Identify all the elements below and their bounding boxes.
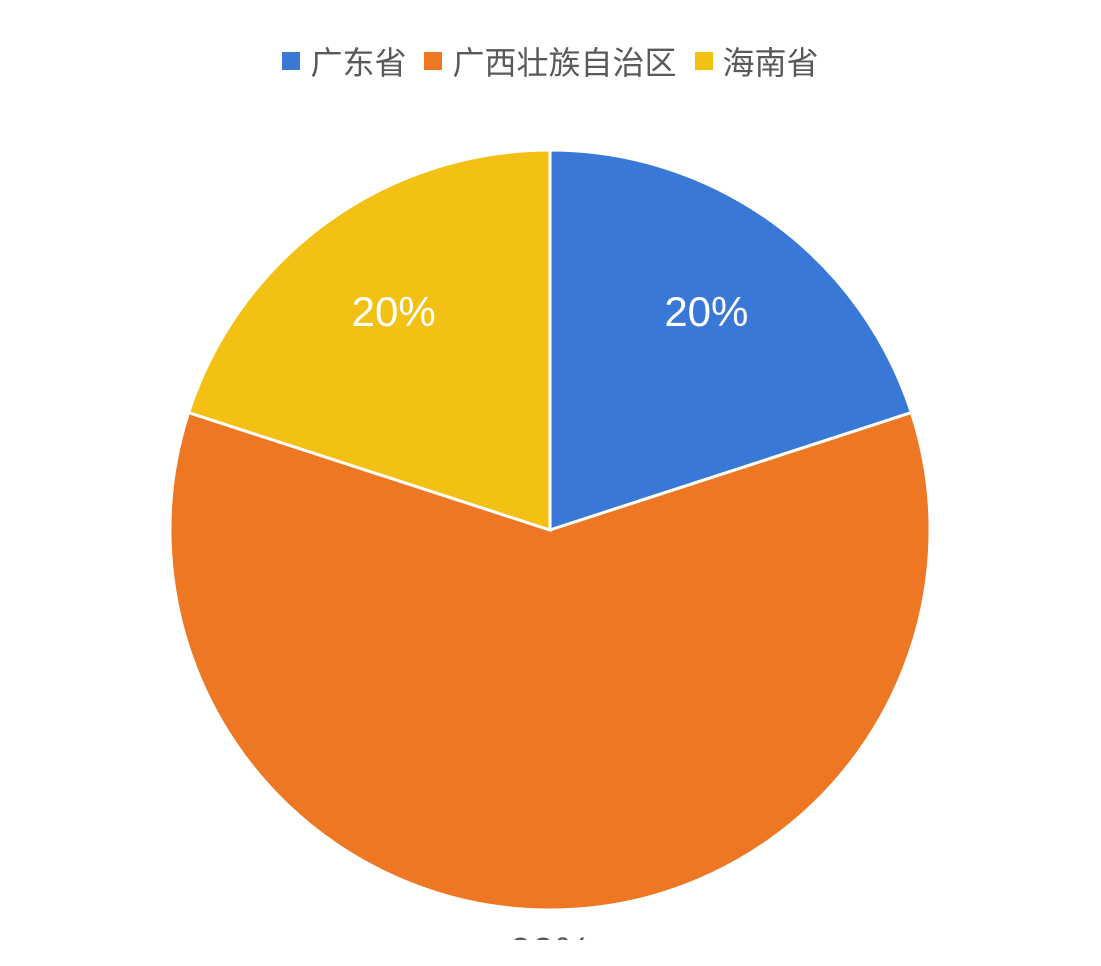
legend-label-0: 广东省 xyxy=(310,38,406,84)
pie-svg: 20% 60% 20% xyxy=(0,110,1101,940)
legend: 广东省广西壮族自治区 海南省 xyxy=(0,38,1101,84)
legend-swatch-2 xyxy=(695,52,713,70)
legend-label-1: 广西壮族自治区 xyxy=(452,38,676,84)
pie-area: 20% 60% 20% xyxy=(0,110,1101,940)
legend-swatch-0 xyxy=(282,52,300,70)
legend-item-2: 海南省 xyxy=(695,38,819,84)
legend-item-0: 广东省 xyxy=(282,38,406,84)
slice-label-1: 60% xyxy=(508,929,592,940)
legend-label-2: 海南省 xyxy=(723,38,819,84)
legend-item-1: 广西壮族自治区 xyxy=(424,38,676,84)
pie-chart: 广东省广西壮族自治区 海南省 20% 60% 20% xyxy=(0,0,1101,966)
slice-label-0: 20% xyxy=(664,288,748,335)
slice-label-2: 20% xyxy=(352,288,436,335)
legend-swatch-1 xyxy=(424,52,442,70)
